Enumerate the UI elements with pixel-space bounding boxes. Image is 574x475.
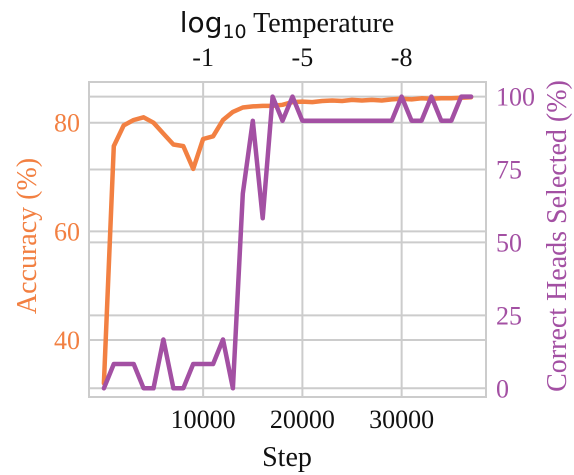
right-tick-label: 100 — [496, 83, 535, 112]
right-tick-label: 0 — [496, 374, 509, 403]
left-tick-label: 60 — [54, 217, 80, 246]
right-axis-title: Correct Heads Selected (%) — [542, 80, 573, 392]
top-tick-label: -1 — [192, 43, 214, 72]
x-axis-title: Step — [262, 442, 312, 473]
x-tick-label: 20000 — [270, 405, 335, 434]
x-tick-label: 30000 — [369, 405, 434, 434]
left-tick-label: 40 — [54, 326, 80, 355]
left-axis-title: Accuracy (%) — [12, 158, 43, 314]
top-axis-title-prefix: log — [180, 6, 223, 39]
right-tick-label: 50 — [496, 228, 522, 257]
plot-frame — [88, 81, 487, 398]
tick-labels: 10000 20000 30000 -1 -5 -8 40 60 80 0 25 50 75 100 — [54, 43, 535, 434]
top-tick-label: -5 — [292, 43, 314, 72]
x-tick-label: 10000 — [171, 405, 236, 434]
top-axis-title: log10 Temperature — [180, 6, 394, 43]
right-tick-label: 25 — [496, 301, 522, 330]
top-axis-title-suffix: Temperature — [247, 8, 395, 39]
top-tick-label: -8 — [391, 43, 413, 72]
top-axis-title-subscript: 10 — [222, 21, 246, 43]
right-tick-label: 75 — [496, 156, 522, 185]
left-tick-label: 80 — [54, 109, 80, 138]
correct-heads-line — [101, 94, 474, 391]
series-lines — [101, 94, 474, 391]
